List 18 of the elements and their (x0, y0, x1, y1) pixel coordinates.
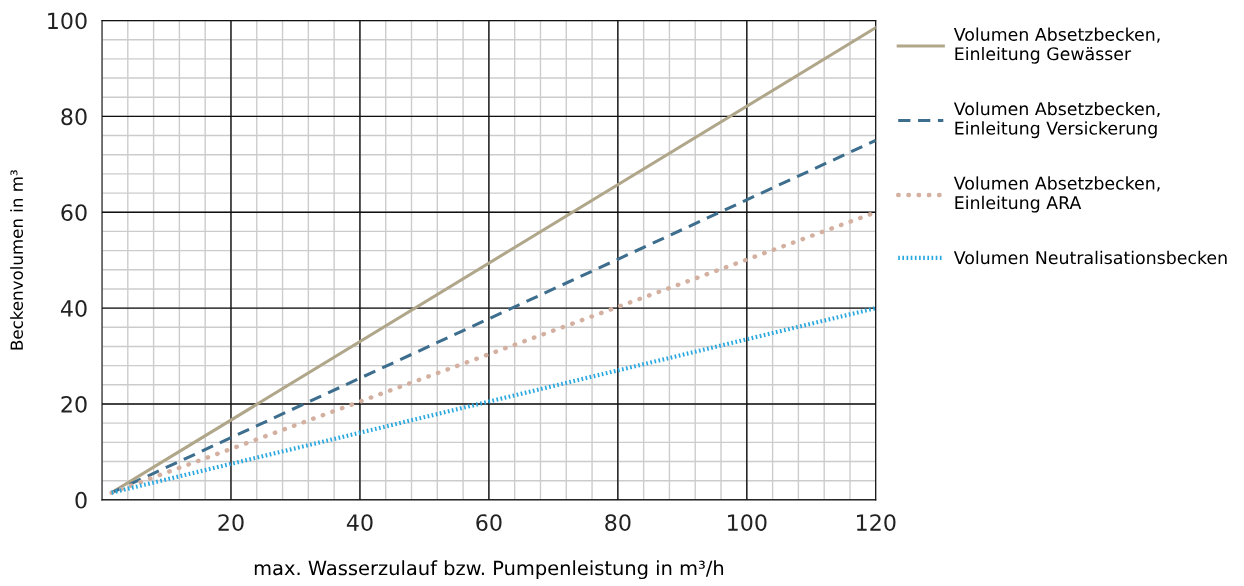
x-tick-label: 120 (857, 514, 896, 531)
y-tick-label: 0 (75, 491, 87, 509)
x-tick-label: 100 (728, 514, 767, 531)
legend-label: Volumen Absetzbecken, Einleitung ARA (953, 176, 1160, 213)
x-axis-title: max. Wasserzulauf bzw. Pumpenleistung in m³/h (254, 560, 724, 580)
y-tick-label: 60 (61, 204, 87, 222)
y-tick-label: 20 (61, 395, 87, 413)
x-tick-label: 40 (346, 514, 373, 531)
y-tick-label: 100 (48, 12, 87, 30)
x-tick-label: 20 (218, 514, 244, 531)
x-tick-label: 80 (605, 514, 631, 531)
y-axis-title: Beckenvolumen in m³ (10, 170, 24, 350)
legend-label: Volumen Absetzbecken, Einleitung Versickerung (953, 101, 1160, 139)
y-tick-label: 80 (61, 108, 87, 126)
y-tick-label: 40 (60, 300, 87, 317)
legend-label: Volumen Absetzbecken, Einleitung Gewässer (953, 27, 1160, 64)
x-tick-label: 60 (476, 514, 502, 531)
legend-label: Volumen Neutralisationsbecken (953, 250, 1227, 265)
